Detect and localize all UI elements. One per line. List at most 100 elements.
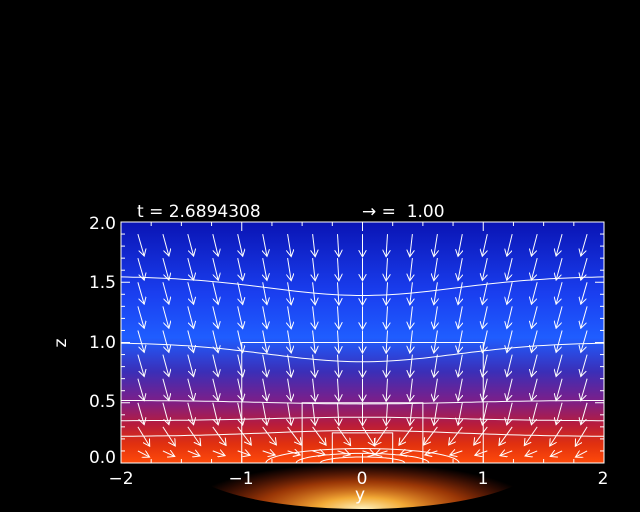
velocity-arrow	[288, 306, 292, 329]
velocity-arrow	[313, 258, 316, 281]
velocity-arrow	[531, 306, 538, 328]
velocity-arrow	[386, 306, 387, 329]
velocity-arrow	[410, 282, 413, 305]
velocity-arrow	[313, 282, 316, 305]
velocity-arrow	[375, 451, 388, 455]
velocity-arrow	[313, 354, 316, 378]
velocity-arrow	[425, 451, 438, 455]
velocity-arrow	[137, 354, 144, 377]
velocity-arrow	[288, 378, 292, 402]
velocity-arrow	[424, 426, 438, 445]
velocity-arrow	[581, 354, 588, 377]
velocity-arrow	[237, 282, 243, 304]
velocity-arrow	[187, 402, 194, 425]
velocity-arrow	[162, 354, 169, 377]
contour-line	[265, 447, 460, 464]
velocity-arrow	[474, 426, 488, 445]
velocity-arrow	[263, 354, 267, 377]
velocity-arrow	[434, 234, 438, 257]
velocity-arrow	[374, 426, 388, 446]
velocity-arrow	[263, 378, 267, 401]
velocity-arrow	[400, 451, 413, 455]
velocity-arrow	[137, 282, 144, 304]
velocity-arrow	[482, 233, 488, 256]
velocity-arrow	[187, 257, 194, 280]
velocity-arrow	[434, 330, 438, 354]
velocity-arrow	[237, 306, 243, 328]
velocity-arrow	[313, 378, 316, 402]
velocity-arrow	[575, 451, 588, 457]
velocity-arrow	[212, 233, 218, 256]
velocity-arrow	[581, 306, 588, 328]
velocity-arrow	[288, 354, 292, 378]
velocity-arrow	[449, 426, 463, 445]
velocity-arrow	[162, 233, 169, 256]
velocity-arrow	[458, 234, 462, 256]
velocity-arrow	[187, 233, 194, 256]
velocity-arrow	[410, 330, 413, 354]
velocity-arrow	[434, 258, 438, 281]
velocity-arrow	[556, 330, 563, 353]
velocity-arrow	[531, 233, 538, 256]
velocity-arrow	[458, 378, 462, 401]
velocity-arrow	[531, 257, 538, 280]
velocity-arrow	[556, 233, 563, 256]
velocity-arrow	[507, 378, 513, 401]
velocity-arrow	[531, 402, 538, 425]
velocity-arrow	[338, 306, 339, 329]
velocity-arrow	[386, 234, 387, 257]
velocity-arrow	[475, 451, 488, 455]
velocity-arrow	[137, 330, 144, 353]
velocity-arrow	[287, 451, 301, 455]
velocity-arrow	[288, 330, 292, 354]
velocity-arrow	[524, 426, 538, 446]
velocity-arrow	[237, 257, 243, 280]
velocity-arrow	[137, 257, 144, 280]
x-tick-label: 0	[357, 469, 368, 489]
contour-line	[295, 452, 430, 464]
velocity-arrow	[187, 378, 194, 401]
velocity-arrow	[482, 257, 488, 280]
x-tick-label: −2	[108, 469, 133, 489]
velocity-arrow	[531, 330, 538, 353]
velocity-arrow	[410, 354, 413, 378]
y-tick-label: 0.0	[89, 448, 116, 468]
velocity-arrow	[410, 258, 413, 281]
velocity-arrows	[137, 233, 588, 457]
velocity-arrow	[507, 233, 513, 256]
velocity-arrow	[500, 451, 513, 456]
velocity-arrow	[313, 234, 316, 257]
velocity-arrow	[507, 282, 513, 304]
velocity-arrow	[556, 282, 563, 304]
x-tick-label: 1	[478, 469, 489, 489]
velocity-arrow	[162, 451, 175, 457]
velocity-arrow	[338, 258, 339, 281]
axis-ticks	[120, 221, 605, 464]
velocity-arrow	[507, 354, 513, 377]
velocity-arrow	[162, 402, 169, 425]
velocity-arrow	[556, 257, 563, 280]
velocity-arrow	[162, 306, 169, 328]
velocity-arrow	[212, 451, 225, 456]
velocity-arrow	[337, 451, 351, 455]
velocity-arrow	[187, 306, 194, 328]
y-axis-label: z	[51, 338, 71, 347]
y-tick-label: 2.0	[89, 214, 116, 234]
velocity-arrow	[313, 306, 316, 329]
velocity-arrow	[386, 258, 387, 281]
velocity-arrow	[137, 378, 144, 401]
velocity-arrow	[581, 402, 588, 425]
velocity-arrow	[237, 233, 243, 256]
velocity-arrow	[386, 378, 387, 402]
velocity-arrow	[137, 402, 144, 425]
velocity-arrow	[581, 233, 588, 256]
velocity-arrow	[410, 402, 413, 426]
velocity-arrow	[507, 330, 513, 353]
velocity-arrow	[458, 330, 462, 353]
velocity-arrow	[137, 233, 144, 256]
velocity-arrow	[410, 378, 413, 402]
velocity-arrow	[450, 451, 463, 455]
velocity-arrow	[312, 426, 327, 445]
velocity-arrow	[162, 257, 169, 280]
